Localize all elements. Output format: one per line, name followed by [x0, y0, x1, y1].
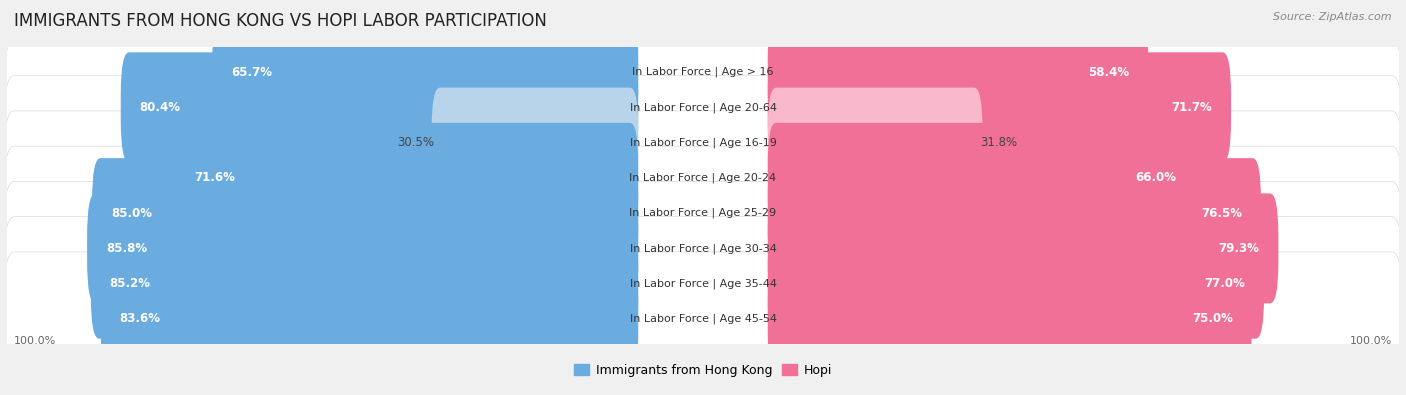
FancyBboxPatch shape [4, 40, 1402, 174]
FancyBboxPatch shape [768, 158, 1261, 268]
FancyBboxPatch shape [768, 17, 1149, 127]
Legend: Immigrants from Hong Kong, Hopi: Immigrants from Hong Kong, Hopi [569, 359, 837, 382]
Text: 79.3%: 79.3% [1219, 242, 1260, 255]
Text: 83.6%: 83.6% [120, 312, 160, 325]
FancyBboxPatch shape [768, 53, 1232, 162]
Text: 58.4%: 58.4% [1088, 66, 1129, 79]
FancyBboxPatch shape [768, 229, 1264, 339]
FancyBboxPatch shape [4, 111, 1402, 245]
Text: 80.4%: 80.4% [139, 101, 180, 114]
Text: 100.0%: 100.0% [14, 336, 56, 346]
Text: In Labor Force | Age 35-44: In Labor Force | Age 35-44 [630, 278, 776, 289]
FancyBboxPatch shape [101, 264, 638, 374]
Text: In Labor Force | Age 20-24: In Labor Force | Age 20-24 [630, 173, 776, 183]
Text: 65.7%: 65.7% [231, 66, 273, 79]
FancyBboxPatch shape [4, 146, 1402, 280]
Text: 85.2%: 85.2% [110, 277, 150, 290]
FancyBboxPatch shape [768, 264, 1251, 374]
Text: 66.0%: 66.0% [1136, 171, 1177, 184]
FancyBboxPatch shape [4, 181, 1402, 316]
FancyBboxPatch shape [768, 194, 1278, 303]
FancyBboxPatch shape [91, 229, 638, 339]
Text: 77.0%: 77.0% [1205, 277, 1246, 290]
Text: Source: ZipAtlas.com: Source: ZipAtlas.com [1274, 12, 1392, 22]
Text: 85.0%: 85.0% [111, 207, 152, 220]
Text: 71.7%: 71.7% [1171, 101, 1212, 114]
Text: In Labor Force | Age 45-54: In Labor Force | Age 45-54 [630, 314, 776, 324]
Text: 100.0%: 100.0% [1350, 336, 1392, 346]
FancyBboxPatch shape [432, 88, 638, 198]
Text: 31.8%: 31.8% [980, 136, 1017, 149]
FancyBboxPatch shape [768, 88, 983, 198]
Text: In Labor Force | Age 25-29: In Labor Force | Age 25-29 [630, 208, 776, 218]
FancyBboxPatch shape [87, 194, 638, 303]
FancyBboxPatch shape [212, 17, 638, 127]
FancyBboxPatch shape [768, 123, 1195, 233]
Text: In Labor Force | Age 16-19: In Labor Force | Age 16-19 [630, 137, 776, 148]
FancyBboxPatch shape [121, 53, 638, 162]
FancyBboxPatch shape [176, 123, 638, 233]
FancyBboxPatch shape [4, 5, 1402, 139]
Text: 71.6%: 71.6% [194, 171, 235, 184]
FancyBboxPatch shape [4, 75, 1402, 210]
Text: In Labor Force | Age > 16: In Labor Force | Age > 16 [633, 67, 773, 77]
Text: 30.5%: 30.5% [398, 136, 434, 149]
Text: 75.0%: 75.0% [1192, 312, 1233, 325]
FancyBboxPatch shape [4, 217, 1402, 351]
Text: In Labor Force | Age 20-64: In Labor Force | Age 20-64 [630, 102, 776, 113]
Text: 85.8%: 85.8% [105, 242, 148, 255]
FancyBboxPatch shape [4, 252, 1402, 386]
Text: 76.5%: 76.5% [1201, 207, 1241, 220]
Text: In Labor Force | Age 30-34: In Labor Force | Age 30-34 [630, 243, 776, 254]
Text: IMMIGRANTS FROM HONG KONG VS HOPI LABOR PARTICIPATION: IMMIGRANTS FROM HONG KONG VS HOPI LABOR … [14, 12, 547, 30]
FancyBboxPatch shape [93, 158, 638, 268]
